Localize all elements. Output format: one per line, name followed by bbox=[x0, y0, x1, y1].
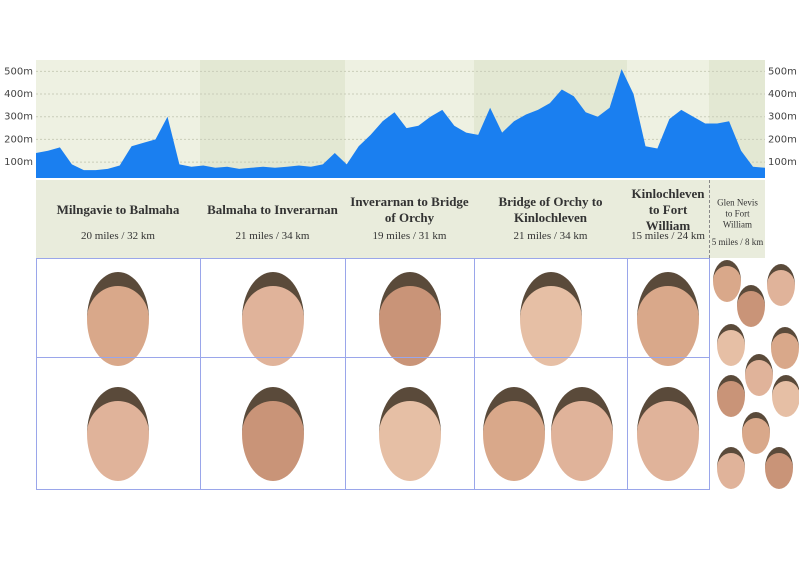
elevation-area bbox=[36, 69, 765, 178]
stage-header: Kinlochleven to Fort William 15 miles / 2… bbox=[627, 180, 709, 258]
y-tick-label: 200m bbox=[4, 134, 33, 145]
face-photo bbox=[713, 260, 741, 302]
y-tick-label-right: 200m bbox=[768, 134, 797, 145]
face-photo bbox=[717, 375, 745, 417]
stage-distance: 21 miles / 34 km bbox=[235, 230, 310, 242]
face-photo bbox=[765, 447, 793, 489]
stage-band bbox=[200, 60, 345, 178]
face-photo bbox=[87, 387, 149, 481]
face-photo bbox=[742, 412, 770, 454]
stage-header: Bridge of Orchy to Kinlochleven 21 miles … bbox=[474, 180, 627, 258]
y-tick-label-right: 100m bbox=[768, 157, 797, 168]
face-photo bbox=[637, 387, 699, 481]
stage-name: Kinlochleven to Fort William bbox=[631, 186, 705, 233]
face-photo bbox=[378, 271, 441, 366]
face-photo bbox=[772, 375, 799, 417]
y-tick-label-right: 500m bbox=[768, 66, 797, 77]
face-photo bbox=[767, 264, 795, 306]
face-photo bbox=[483, 387, 545, 481]
stage-name: Inverarnan to Bridge of Orchy bbox=[350, 194, 469, 225]
face-photo bbox=[637, 271, 699, 366]
y-tick-label: 400m bbox=[4, 89, 33, 100]
stage-distance: 21 miles / 34 km bbox=[513, 230, 588, 242]
stage-name: Glen Nevis to Fort William bbox=[717, 197, 758, 230]
y-tick-label-right: 300m bbox=[768, 112, 797, 123]
stage-distance: 5 miles / 8 km bbox=[711, 237, 764, 247]
face-photo bbox=[241, 271, 304, 366]
stage-header: Inverarnan to Bridge of Orchy 19 miles / … bbox=[345, 180, 474, 258]
stage-name: Milngavie to Balmaha bbox=[56, 202, 180, 217]
face-photo bbox=[737, 285, 765, 327]
y-tick-label-right: 400m bbox=[768, 89, 797, 100]
stage-header: Balmaha to Inverarnan 21 miles / 34 km bbox=[200, 180, 345, 258]
stage-distance: 20 miles / 32 km bbox=[81, 230, 155, 242]
face-photo bbox=[717, 447, 745, 489]
face-photo bbox=[241, 387, 304, 481]
face-photo bbox=[87, 271, 149, 366]
y-tick-label: 100m bbox=[4, 157, 33, 168]
y-tick-label: 300m bbox=[4, 112, 33, 123]
face-photo bbox=[717, 324, 745, 366]
face-photo bbox=[519, 271, 582, 366]
face-photo bbox=[771, 327, 799, 369]
stage-name: Balmaha to Inverarnan bbox=[207, 202, 338, 217]
photo-cell bbox=[627, 357, 710, 490]
stage-distance: 19 miles / 31 km bbox=[372, 230, 447, 242]
face-photo bbox=[745, 354, 773, 396]
y-tick-label: 500m bbox=[4, 66, 33, 77]
face-photo bbox=[551, 387, 613, 481]
stage-header: Glen Nevis to Fort William 5 miles / 8 km bbox=[709, 180, 765, 258]
stage-name: Bridge of Orchy to Kinlochleven bbox=[498, 194, 603, 225]
stage-header: Milngavie to Balmaha 20 miles / 32 km bbox=[36, 180, 200, 258]
elevation-chart: 100m 100m 200m 200m 300m 300m 400m 400m 500m 500m bbox=[4, 60, 797, 178]
stage-distance: 15 miles / 24 km bbox=[631, 230, 705, 242]
face-photo bbox=[378, 387, 441, 481]
